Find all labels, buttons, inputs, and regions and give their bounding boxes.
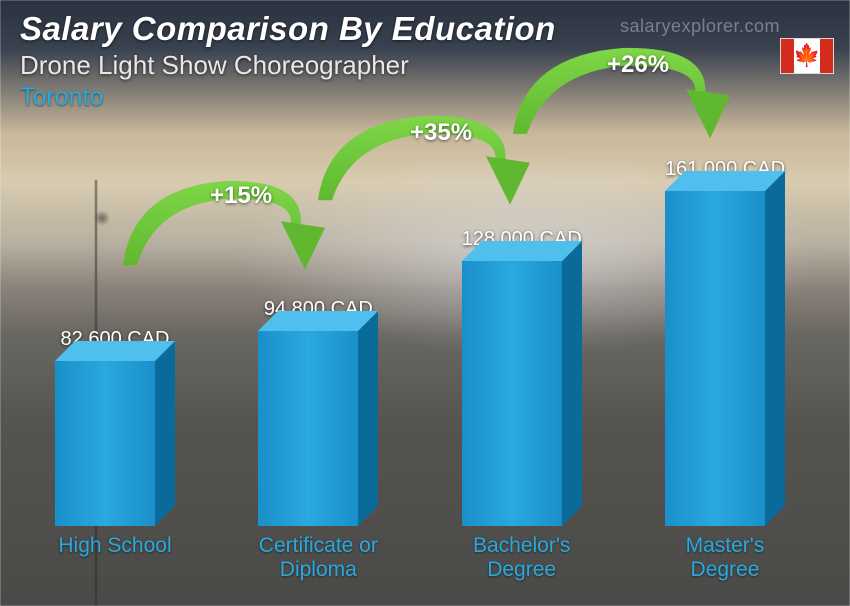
bar-category-label: High School — [58, 534, 171, 586]
chart-location: Toronto — [20, 83, 830, 112]
bar — [665, 191, 785, 526]
bar-category-label: Certificate orDiploma — [259, 534, 378, 586]
bar-column: 161,000 CADMaster'sDegree — [640, 140, 810, 586]
watermark-text: salaryexplorer.com — [620, 16, 780, 37]
bar-front — [462, 261, 562, 526]
bar-category-label: Master'sDegree — [686, 534, 765, 586]
infographic-container: Salary Comparison By Education Drone Lig… — [0, 0, 850, 606]
bar-side — [765, 171, 785, 526]
bar-top — [55, 341, 175, 361]
flag-center: 🍁 — [794, 39, 820, 73]
bar-side — [358, 311, 378, 526]
bar — [462, 261, 582, 526]
bar — [55, 361, 175, 526]
bar-column: 128,000 CADBachelor'sDegree — [437, 140, 607, 586]
bar-column: 82,600 CADHigh School — [30, 140, 200, 586]
bar-front — [55, 361, 155, 526]
bar-category-label: Bachelor'sDegree — [473, 534, 570, 586]
bar-column: 94,800 CADCertificate orDiploma — [233, 140, 403, 586]
bar-side — [155, 341, 175, 526]
bar-chart: 82,600 CADHigh School94,800 CADCertifica… — [30, 140, 810, 586]
bar-front — [665, 191, 765, 526]
bar-top — [462, 241, 582, 261]
bar — [258, 331, 378, 526]
flag-band-right — [820, 39, 833, 73]
bar-side — [562, 241, 582, 526]
canada-flag-icon: 🍁 — [780, 38, 834, 74]
bar-top — [665, 171, 785, 191]
bar-top — [258, 311, 378, 331]
bar-front — [258, 331, 358, 526]
flag-band-left — [781, 39, 794, 73]
maple-leaf-icon: 🍁 — [793, 45, 820, 67]
chart-subtitle: Drone Light Show Choreographer — [20, 50, 830, 81]
